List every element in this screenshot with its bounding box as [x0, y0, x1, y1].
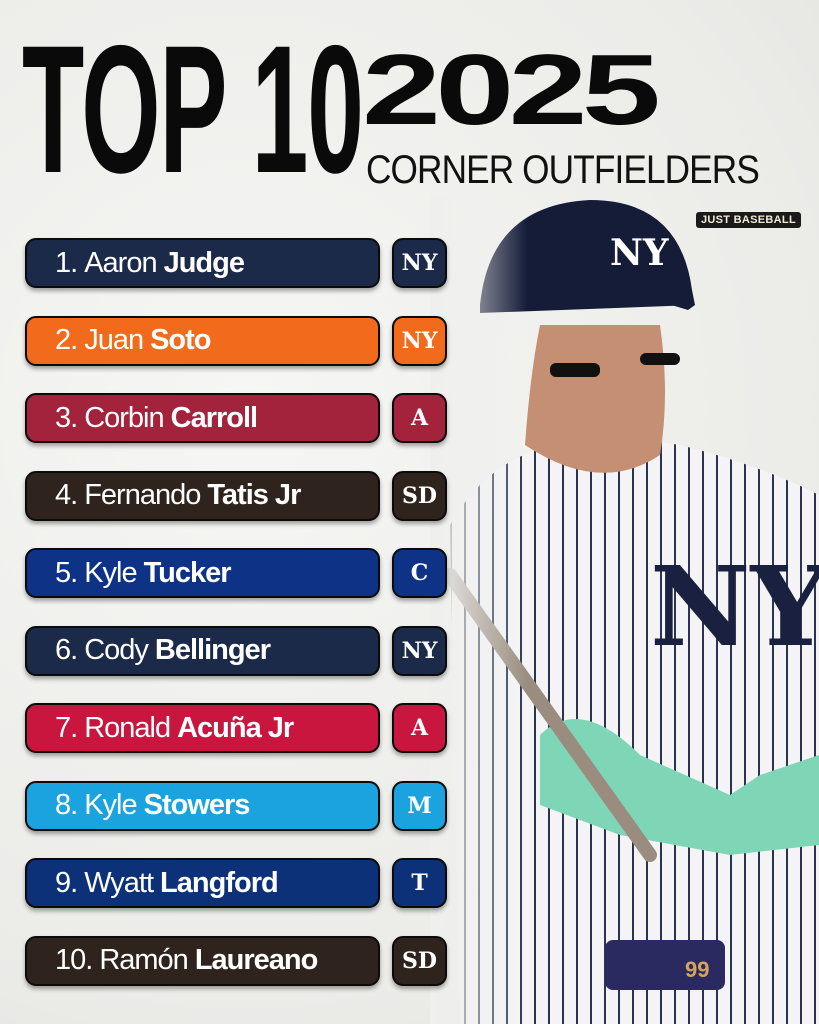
- player-first-name: Wyatt: [84, 866, 154, 899]
- player-rank: 4.: [55, 479, 78, 511]
- player-first-name: Juan: [84, 324, 144, 356]
- player-last-name: Acuña Jr: [177, 711, 294, 744]
- player-first-name: Ronald: [84, 711, 171, 744]
- player-last-name: Carroll: [170, 401, 258, 434]
- marlins-logo-icon: M: [392, 780, 447, 831]
- player-first-name: Kyle: [84, 556, 137, 589]
- player-last-name: Laureano: [194, 944, 319, 976]
- player-rank: 6.: [55, 634, 78, 666]
- player-first-name: Corbin: [84, 401, 164, 434]
- player-first-name: Fernando: [84, 479, 201, 511]
- diamondbacks-logo-icon: A: [392, 393, 447, 443]
- player-name-bar: 6. Cody Bellinger: [25, 625, 380, 676]
- player-rank: 10.: [55, 944, 93, 976]
- player-first-name: Kyle: [84, 789, 137, 821]
- title: TOP 10: [22, 7, 364, 211]
- team-logo-text: A: [410, 715, 429, 741]
- team-logo-text: M: [407, 792, 432, 819]
- team-logo-text: C: [410, 560, 429, 586]
- player-rank: 1.: [55, 246, 78, 279]
- team-logo-text: NY: [401, 327, 438, 354]
- mets-logo-icon: NY: [392, 315, 447, 366]
- player-rank: 7.: [55, 711, 78, 744]
- year: 2025: [362, 34, 661, 146]
- braves-logo-icon: A: [392, 703, 447, 753]
- player-rank: 5.: [55, 556, 78, 589]
- team-logo-text: T: [411, 870, 428, 896]
- player-last-name: Judge: [163, 246, 245, 279]
- padres-logo-icon: SD: [392, 935, 447, 986]
- player-last-name: Tatis Jr: [207, 479, 301, 511]
- player-name-bar: 8. Kyle Stowers: [25, 780, 380, 831]
- team-logo-text: SD: [402, 482, 437, 509]
- player-first-name: Ramón: [99, 944, 188, 976]
- player-name-bar: 10. Ramón Laureano: [25, 935, 380, 986]
- player-name-bar: 5. Kyle Tucker: [25, 548, 380, 598]
- player-name-bar: 9. Wyatt Langford: [25, 858, 380, 908]
- yankees-logo-icon: NY: [392, 625, 447, 676]
- player-last-name: Tucker: [143, 556, 232, 589]
- padres-logo-icon: SD: [392, 470, 447, 521]
- player-last-name: Stowers: [143, 789, 251, 821]
- cubs-logo-icon: C: [392, 548, 447, 598]
- player-name-bar: 2. Juan Soto: [25, 315, 380, 366]
- rangers-logo-icon: T: [392, 858, 447, 908]
- player-last-name: Langford: [160, 866, 279, 899]
- player-last-name: Soto: [150, 324, 211, 356]
- player-first-name: Cody: [84, 634, 149, 666]
- player-name-bar: 7. Ronald Acuña Jr: [25, 703, 380, 753]
- player-name-bar: 3. Corbin Carroll: [25, 393, 380, 443]
- player-rank: 9.: [55, 866, 78, 899]
- player-rank: 2.: [55, 324, 78, 356]
- player-first-name: Aaron: [84, 246, 157, 279]
- team-logo-text: A: [410, 405, 429, 431]
- player-name-bar: 4. Fernando Tatis Jr: [25, 470, 380, 521]
- yankees-logo-icon: NY: [392, 238, 447, 288]
- team-logo-text: SD: [402, 947, 437, 974]
- subtitle: CORNER OUTFIELDERS: [366, 148, 760, 192]
- player-rank: 8.: [55, 789, 78, 821]
- team-logo-text: NY: [401, 637, 438, 664]
- player-last-name: Bellinger: [154, 634, 271, 666]
- player-rank: 3.: [55, 401, 78, 434]
- player-photo: NY NY 99: [430, 195, 819, 1024]
- player-name-bar: 1. Aaron Judge: [25, 238, 380, 288]
- team-logo-text: NY: [401, 250, 438, 276]
- just-baseball-logo: JUST BASEBALL: [696, 212, 801, 228]
